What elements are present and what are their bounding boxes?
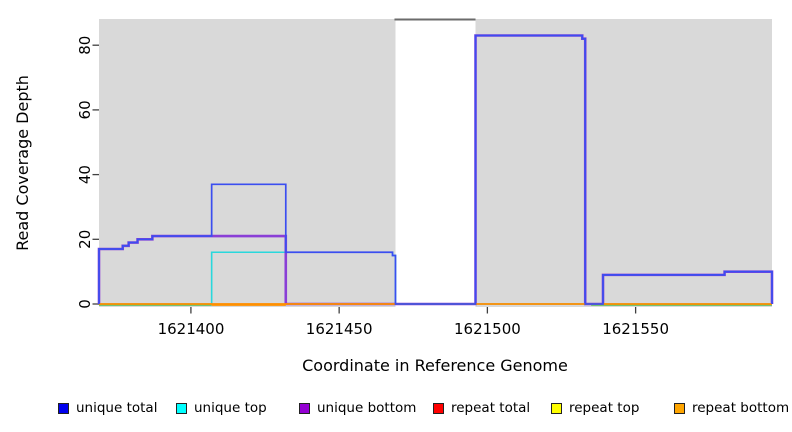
repeat-total-swatch-icon <box>433 402 444 414</box>
legend-item-unique-bottom: unique bottom <box>299 399 416 417</box>
unique-total-swatch-icon <box>58 402 69 414</box>
legend-label: repeat bottom <box>692 400 790 416</box>
repeat-top-swatch-icon <box>551 402 562 414</box>
x-axis-title: Coordinate in Reference Genome <box>302 356 568 375</box>
x-tick-1621400: 1621400 <box>158 320 225 338</box>
legend-item-repeat-bottom: repeat bottom <box>674 399 789 417</box>
legend-label: repeat top <box>569 400 640 416</box>
legend-item-unique-total: unique total <box>58 399 157 417</box>
y-tick-80: 80 <box>76 36 94 55</box>
chart-legend: unique total unique top unique bottom re… <box>0 399 792 419</box>
legend-label: unique top <box>194 400 267 416</box>
legend-label: unique total <box>76 400 158 416</box>
y-tick-0: 0 <box>76 299 94 309</box>
x-tick-1621450: 1621450 <box>306 320 373 338</box>
legend-item-repeat-top: repeat top <box>551 399 639 417</box>
legend-label: repeat total <box>451 400 531 416</box>
x-tick-1621500: 1621500 <box>454 320 521 338</box>
y-tick-40: 40 <box>76 165 94 184</box>
coverage-chart: 0 20 40 60 80 1621400 1621450 1621500 16… <box>13 18 774 375</box>
plot-layer <box>92 18 774 314</box>
unique-top-swatch-icon <box>176 402 187 414</box>
x-tick-1621550: 1621550 <box>602 320 669 338</box>
legend-label: unique bottom <box>317 400 417 416</box>
y-tick-20: 20 <box>76 230 94 249</box>
y-axis-title: Read Coverage Depth <box>13 75 32 251</box>
legend-item-repeat-total: repeat total <box>433 399 530 417</box>
y-tick-60: 60 <box>76 100 94 119</box>
legend-item-unique-top: unique top <box>176 399 267 417</box>
unique-bottom-swatch-icon <box>299 402 310 414</box>
repeat-bottom-swatch-icon <box>674 402 685 414</box>
